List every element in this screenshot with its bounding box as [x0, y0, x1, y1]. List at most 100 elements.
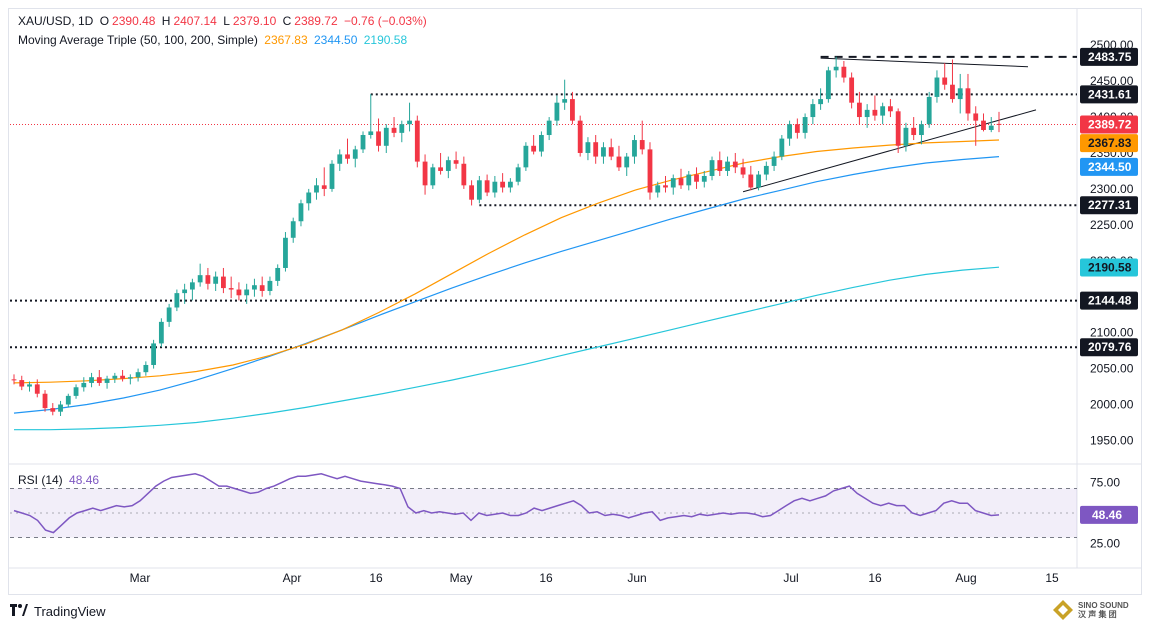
- candle-body: [802, 117, 808, 133]
- tradingview-logo-icon: [10, 603, 28, 619]
- candle: [120, 370, 125, 382]
- close-label: C: [282, 14, 292, 28]
- candle-body: [686, 174, 692, 186]
- ohlc-header: XAU/USD, 1D O 2390.48 H 2407.14 L 2379.10 C…: [18, 14, 430, 28]
- candle: [895, 108, 901, 153]
- candle-body: [523, 145, 529, 168]
- candle-body: [965, 88, 971, 114]
- candle: [104, 375, 110, 389]
- ma-title[interactable]: Moving Average Triple (50, 100, 200, Sim…: [18, 33, 258, 47]
- candle: [880, 102, 886, 125]
- candle-body: [988, 125, 994, 130]
- candle-body: [942, 77, 948, 85]
- ma100-value: 2344.50: [314, 33, 358, 47]
- candle: [19, 375, 25, 391]
- ma50-line: [13, 139, 1000, 384]
- candle-body: [96, 377, 102, 383]
- candle-body: [182, 289, 188, 294]
- candle-body: [701, 175, 707, 182]
- candle: [911, 117, 917, 141]
- candle-body: [112, 375, 118, 379]
- descending-trendline: [820, 57, 1029, 68]
- candle: [27, 381, 32, 392]
- time-axis-label: Apr: [283, 571, 302, 585]
- candle: [158, 318, 164, 348]
- candle: [601, 142, 606, 164]
- candle: [515, 163, 521, 186]
- candle-body: [453, 160, 459, 164]
- candle-body: [492, 181, 498, 193]
- candle: [756, 170, 761, 191]
- candle: [973, 106, 979, 146]
- price-axis-label: 2367.83: [1088, 136, 1132, 150]
- time-axis-label: Jun: [627, 571, 646, 585]
- candle-body: [888, 106, 893, 112]
- candle-body: [670, 178, 676, 188]
- candle-body: [391, 127, 397, 133]
- candle: [740, 158, 746, 179]
- ascending-trendline: [742, 109, 1037, 193]
- candle: [383, 124, 389, 153]
- candle: [647, 142, 653, 200]
- candle-body: [135, 372, 141, 378]
- candle-body: [732, 161, 738, 168]
- candle-body: [740, 167, 746, 175]
- candle: [461, 156, 467, 189]
- candle-body: [538, 135, 544, 152]
- candle: [11, 374, 17, 385]
- candle-body: [500, 181, 506, 188]
- candle: [500, 173, 506, 193]
- time-axis-label: 16: [539, 571, 553, 585]
- candle-body: [89, 377, 94, 383]
- candle: [430, 163, 436, 189]
- candle: [414, 115, 420, 168]
- time-axis-label: Mar: [130, 571, 151, 585]
- candle-body: [151, 343, 157, 365]
- time-axis-label: 16: [868, 571, 882, 585]
- candle: [376, 118, 381, 152]
- rsi-value: 48.46: [69, 473, 100, 487]
- symbol-title[interactable]: XAU/USD, 1D: [18, 14, 94, 28]
- candle-body: [166, 307, 172, 322]
- candle-body: [608, 147, 614, 157]
- candle-body: [58, 404, 63, 412]
- price-tick-label: 2300.00: [1090, 182, 1134, 196]
- candle: [763, 161, 769, 181]
- price-axis-label-bg: [1080, 338, 1138, 357]
- candle: [856, 91, 862, 125]
- candle: [562, 79, 568, 110]
- candle-body: [841, 66, 847, 78]
- candle: [538, 131, 544, 157]
- candle-body: [562, 99, 568, 103]
- candle-body: [601, 147, 606, 157]
- candle-body: [818, 99, 824, 105]
- candle-body: [825, 70, 831, 100]
- candle: [709, 156, 715, 181]
- candle-body: [973, 113, 979, 121]
- rsi-label[interactable]: RSI (14): [18, 473, 63, 487]
- price-tick-label: 2250.00: [1090, 218, 1134, 232]
- candle: [314, 178, 319, 200]
- candle: [476, 175, 482, 204]
- candle: [360, 131, 366, 153]
- candle-body: [283, 237, 288, 268]
- candle-body: [694, 174, 699, 182]
- candle-body: [507, 181, 513, 188]
- candle-body: [383, 127, 389, 146]
- candle-body: [298, 203, 304, 222]
- candle-body: [616, 156, 622, 168]
- candle-body: [174, 293, 180, 308]
- candle-body: [143, 364, 149, 373]
- candle-body: [996, 123, 1002, 125]
- high-label: H: [161, 14, 171, 28]
- candle: [919, 120, 924, 145]
- rsi-axis-label-bg: [1080, 505, 1138, 524]
- candle: [221, 267, 226, 294]
- price-axis-label: 2431.61: [1088, 87, 1132, 101]
- candle-body: [895, 111, 901, 146]
- candle: [50, 403, 56, 416]
- candle-body: [461, 163, 467, 186]
- tradingview-logo[interactable]: TradingView: [10, 603, 106, 619]
- candle: [484, 174, 490, 197]
